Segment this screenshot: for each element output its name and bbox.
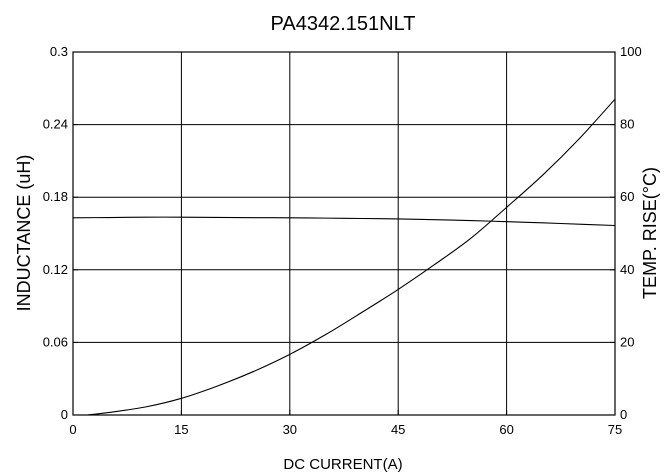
y-left-tick-label: 0.3 (50, 44, 68, 59)
x-ticks: 0 15 30 45 60 75 (69, 410, 622, 437)
x-tick-label: 0 (69, 422, 76, 437)
plot-frame (72, 51, 616, 416)
gridlines (73, 52, 615, 415)
x-tick-label: 15 (174, 422, 188, 437)
series-group (72, 98, 616, 416)
y-left-ticks: 0 0.06 0.12 0.18 0.24 0.3 (43, 44, 78, 422)
x-tick-label: 30 (283, 422, 297, 437)
inductance-curve (72, 216, 616, 227)
y-left-axis-label: INDUCTANCE (uH) (14, 155, 34, 312)
chart-title: PA4342.151NLT (271, 13, 416, 35)
x-tick-label: 45 (391, 422, 405, 437)
y-left-tick-label: 0.12 (43, 262, 68, 277)
y-right-tick-label: 100 (620, 44, 642, 59)
y-left-tick-label: 0 (61, 407, 68, 422)
y-right-tick-label: 60 (620, 189, 634, 204)
y-right-tick-label: 40 (620, 262, 634, 277)
y-left-tick-label: 0.18 (43, 189, 68, 204)
x-tick-label: 75 (608, 422, 622, 437)
y-right-ticks: 0 20 40 60 80 100 (610, 44, 642, 422)
temp-rise-curve (87, 98, 616, 416)
x-tick-label: 60 (499, 422, 513, 437)
y-right-tick-label: 0 (620, 407, 627, 422)
y-right-axis-label: TEMP. RISE(°C) (640, 167, 660, 299)
y-left-tick-label: 0.06 (43, 334, 68, 349)
y-left-tick-label: 0.24 (43, 117, 68, 132)
y-right-tick-label: 20 (620, 334, 634, 349)
y-right-tick-label: 80 (620, 117, 634, 132)
x-axis-label: DC CURRENT(A) (283, 456, 402, 473)
